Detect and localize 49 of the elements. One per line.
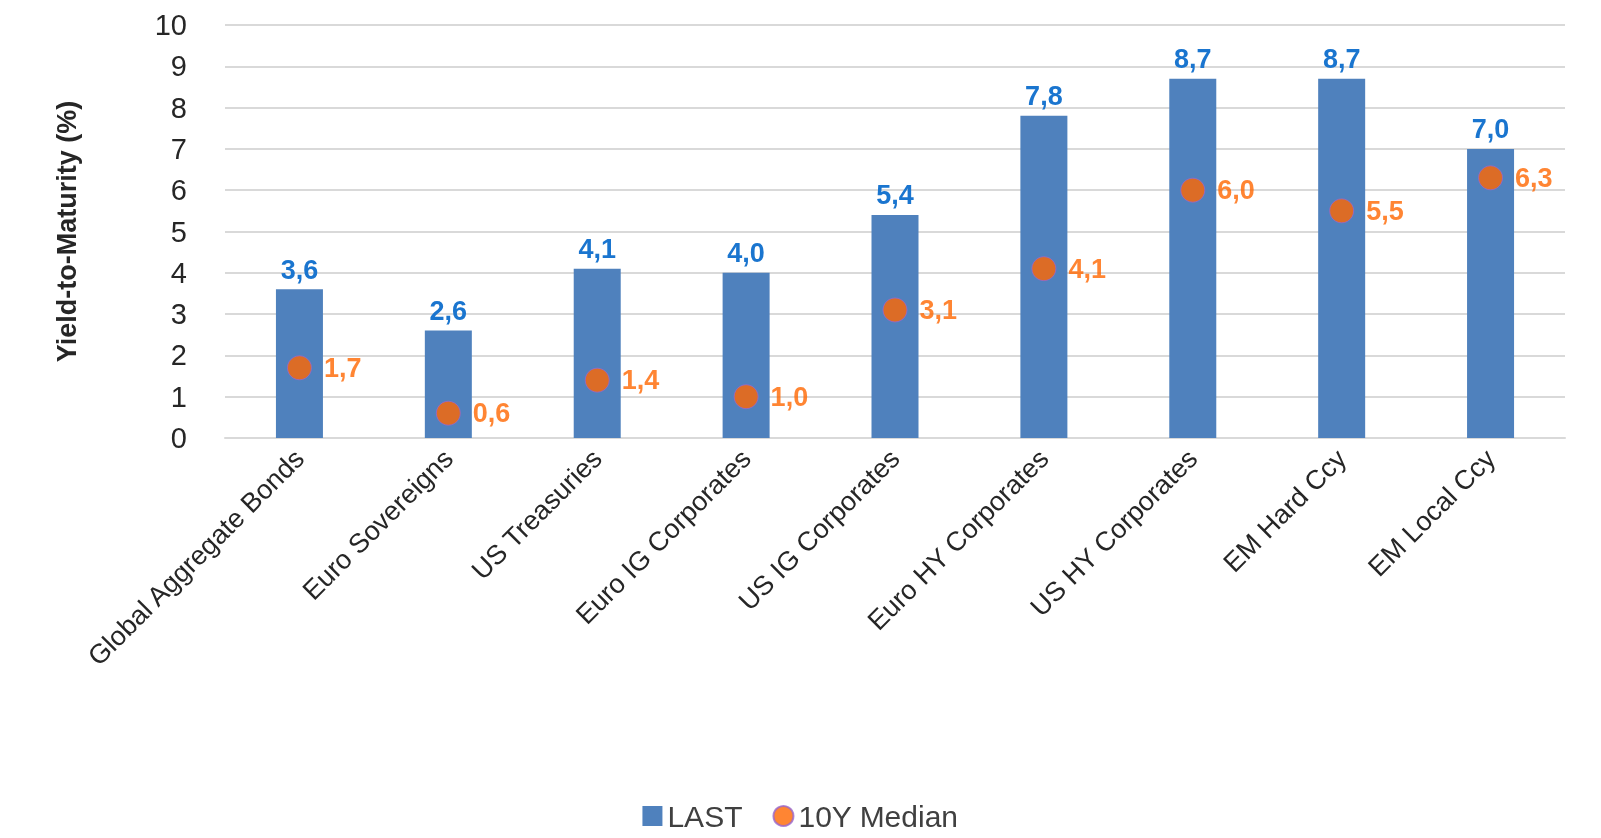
legend-label: LAST [667, 799, 743, 833]
y-axis-title: Yield-to-Maturity (%) [51, 100, 82, 363]
data-label: 5,4 [876, 180, 914, 211]
point [286, 355, 312, 381]
bar [1467, 148, 1515, 438]
y-tick-label: 9 [170, 50, 187, 83]
y-tick-label: 1 [170, 380, 187, 413]
bar [871, 214, 919, 438]
point [733, 384, 759, 410]
data-label: 3,6 [280, 254, 319, 285]
data-label: 4,1 [1068, 253, 1106, 284]
point [1478, 165, 1504, 191]
bar [722, 272, 770, 438]
data-label: 5,5 [1366, 195, 1404, 226]
point [435, 400, 461, 426]
bar [1169, 78, 1217, 438]
point [1031, 256, 1057, 282]
data-label: 6,3 [1515, 162, 1553, 193]
data-label: 1,0 [770, 381, 809, 412]
data-label: 8,7 [1322, 44, 1361, 75]
y-tick-label: 5 [170, 215, 187, 248]
data-label: 1,4 [621, 365, 660, 396]
y-tick-label: 7 [170, 132, 187, 165]
y-tick-label: 10 [154, 9, 187, 41]
y-tick-label: 0 [170, 422, 187, 454]
bar [573, 268, 621, 438]
data-label: 4,1 [578, 234, 616, 265]
data-label: 4,0 [727, 238, 765, 269]
y-tick-label: 6 [170, 174, 187, 207]
data-label: 2,6 [429, 296, 468, 327]
y-tick-label: 2 [170, 339, 187, 372]
point [882, 297, 908, 323]
data-label: 3,1 [919, 294, 958, 325]
bar [1318, 78, 1366, 438]
point [1180, 177, 1206, 203]
data-label: 1,7 [323, 352, 362, 383]
point [1329, 198, 1355, 224]
data-label: 0,6 [472, 398, 511, 429]
y-tick-label: 4 [170, 256, 187, 289]
bar [275, 289, 323, 438]
y-tick-label: 3 [170, 298, 187, 331]
point [584, 367, 610, 393]
y-tick-label: 8 [170, 91, 187, 124]
bar [1020, 115, 1068, 438]
data-label: 6,0 [1217, 175, 1255, 206]
legend-label: 10Y Median [798, 799, 959, 833]
data-label: 7,8 [1025, 81, 1063, 112]
data-label: 8,7 [1174, 44, 1212, 75]
data-label: 7,0 [1471, 114, 1510, 145]
